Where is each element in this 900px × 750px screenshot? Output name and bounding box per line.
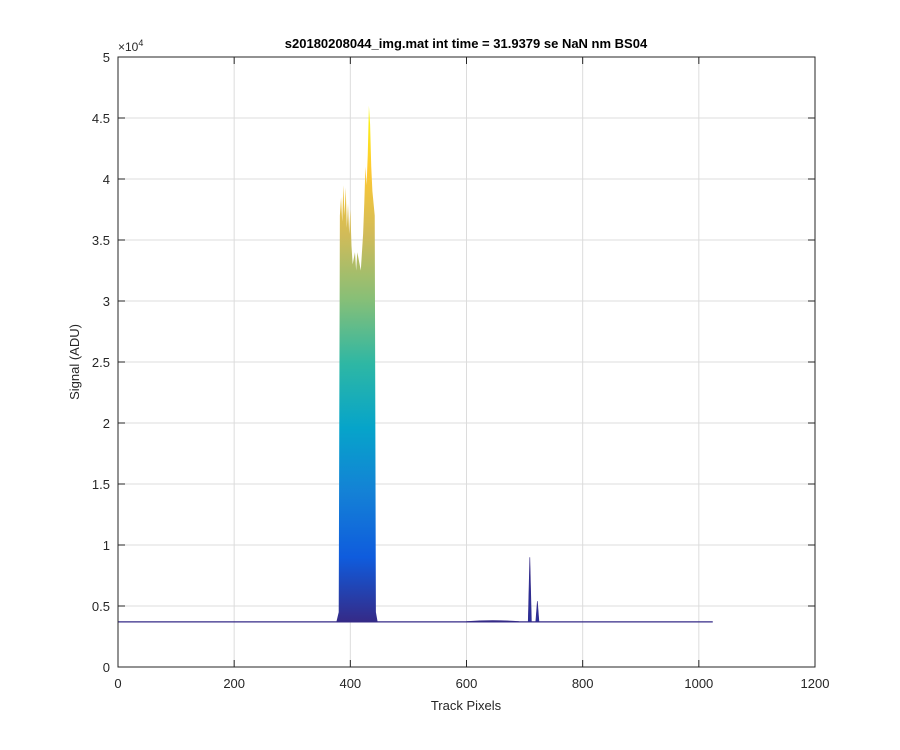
y-tick-label: 2 <box>103 416 110 431</box>
y-tick-label: 3.5 <box>92 233 110 248</box>
y-axis-exponent: ×104 <box>118 38 143 54</box>
signal-spike <box>527 557 532 623</box>
ticks: 0 200 400 600 800 1000 1200 0 0.5 1 1.5 2 2.5 3 3.5 4 4.… <box>92 50 830 691</box>
grid <box>118 57 815 667</box>
x-axis-label: Track Pixels <box>431 698 502 713</box>
y-tick-label: 1 <box>103 538 110 553</box>
baseline-bump <box>466 620 519 623</box>
y-tick-label: 2.5 <box>92 355 110 370</box>
x-tick-label: 1200 <box>801 676 830 691</box>
x-tick-label: 1000 <box>684 676 713 691</box>
chart-title: s20180208044_img.mat int time = 31.9379 … <box>285 36 648 51</box>
x-tick-label: 600 <box>456 676 478 691</box>
series <box>118 105 713 623</box>
y-tick-label: 4 <box>103 172 110 187</box>
signal-spike <box>535 601 540 623</box>
y-tick-label: 1.5 <box>92 477 110 492</box>
x-tick-label: 400 <box>339 676 361 691</box>
x-tick-label: 200 <box>223 676 245 691</box>
x-tick-label: 800 <box>572 676 594 691</box>
y-axis-exponent-base: ×10 <box>118 40 139 54</box>
y-tick-label: 0.5 <box>92 599 110 614</box>
y-tick-label: 5 <box>103 50 110 65</box>
y-axis-exponent-power: 4 <box>138 38 143 48</box>
x-tick-label: 0 <box>114 676 121 691</box>
signal-band <box>336 105 378 622</box>
y-axis-label: Signal (ADU) <box>67 324 82 400</box>
y-tick-label: 4.5 <box>92 111 110 126</box>
y-tick-label: 3 <box>103 294 110 309</box>
y-tick-label: 0 <box>103 660 110 675</box>
